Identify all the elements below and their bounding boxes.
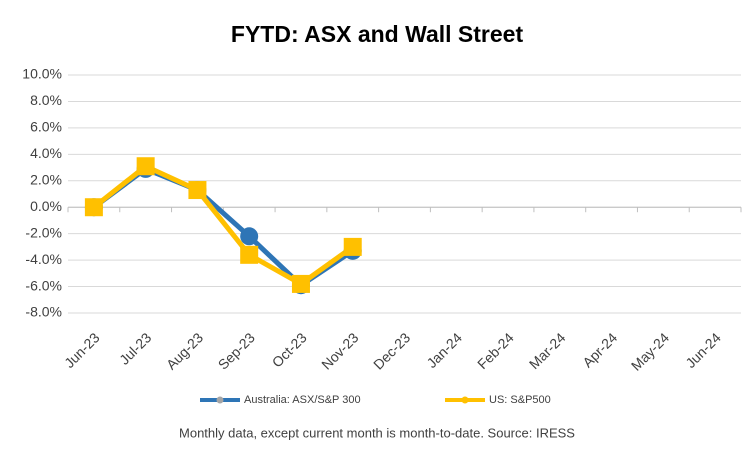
- y-tick-label: -6.0%: [25, 277, 62, 293]
- x-tick-label: Jun-23: [61, 329, 103, 371]
- series-line: [92, 163, 355, 287]
- x-tick-label: Apr-24: [579, 329, 620, 370]
- y-tick-label: 4.0%: [30, 145, 62, 161]
- x-tick-label: Jul-23: [116, 329, 154, 367]
- x-tick-label: May-24: [628, 329, 672, 373]
- y-tick-label: -4.0%: [25, 251, 62, 267]
- marker: [240, 245, 259, 264]
- marker: [84, 198, 103, 217]
- marker: [136, 157, 155, 176]
- legend-marker: [461, 396, 469, 404]
- chart-title: FYTD: ASX and Wall Street: [231, 21, 524, 47]
- y-tick-label: 2.0%: [30, 171, 62, 187]
- y-tick-label: -8.0%: [25, 304, 62, 320]
- x-tick-label: Jan-24: [423, 329, 465, 371]
- y-tick-label: 10.0%: [22, 66, 62, 82]
- legend-label: US: S&P500: [489, 394, 551, 406]
- series-line: [92, 166, 355, 288]
- x-tick-label: Sep-23: [215, 329, 258, 372]
- y-tick-label: 8.0%: [30, 92, 62, 108]
- marker: [343, 237, 362, 256]
- marker: [291, 274, 310, 293]
- y-tick-label: -2.0%: [25, 224, 62, 240]
- x-tick-label: Mar-24: [526, 329, 569, 372]
- x-tick-label: Feb-24: [474, 329, 517, 372]
- marker: [188, 181, 207, 200]
- x-tick-label: Oct-23: [269, 329, 310, 370]
- marker: [240, 227, 259, 246]
- legend-label: Australia: ASX/S&P 300: [244, 394, 361, 406]
- x-tick-label: Nov-23: [318, 329, 361, 372]
- legend-marker: [216, 396, 224, 404]
- y-tick-label: 0.0%: [30, 198, 62, 214]
- footnote: Monthly data, except current month is mo…: [179, 425, 575, 440]
- x-tick-label: Dec-23: [370, 329, 413, 372]
- y-tick-label: 6.0%: [30, 119, 62, 135]
- x-tick-label: Aug-23: [163, 329, 206, 372]
- x-tick-label: Jun-24: [682, 329, 724, 371]
